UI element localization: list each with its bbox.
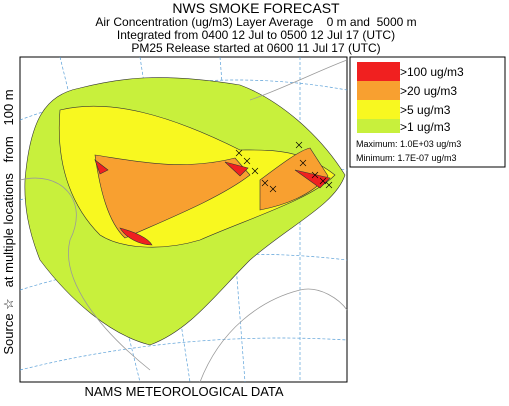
legend-label: >100 ug/m3 <box>400 65 464 79</box>
maximum: Maximum: 1.0E+03 ug/m3 <box>356 139 461 149</box>
legend-swatch <box>357 119 400 133</box>
legend-label: >1 ug/m3 <box>400 120 451 134</box>
legend: >100 ug/m3 >20 ug/m3 >5 ug/m3 >1 ug/m3 M… <box>349 56 506 168</box>
title: NWS SMOKE FORECAST <box>172 0 340 16</box>
side-label: Source ☆ at multiple locations from 100 … <box>1 89 16 354</box>
legend-swatch <box>357 100 400 119</box>
coastline <box>19 59 348 383</box>
legend-swatch <box>357 81 400 100</box>
contour-20 <box>94 147 329 239</box>
legend-swatch <box>357 62 400 81</box>
subtitle: Air Concentration (ug/m3) Layer Average … <box>95 15 416 29</box>
footer: NAMS METEOROLOGICAL DATA <box>84 384 283 399</box>
source-markers <box>235 141 333 193</box>
legend-label: >20 ug/m3 <box>400 84 457 98</box>
contour-100 <box>94 159 331 246</box>
legend-label: >5 ug/m3 <box>400 103 451 117</box>
subtitle: Integrated from 0400 12 Jul to 0500 12 J… <box>117 28 395 42</box>
map <box>19 56 348 383</box>
subtitle: PM25 Release started at 0600 11 Jul 17 (… <box>131 41 380 55</box>
minimum: Minimum: 1.7E-07 ug/m3 <box>356 153 457 163</box>
